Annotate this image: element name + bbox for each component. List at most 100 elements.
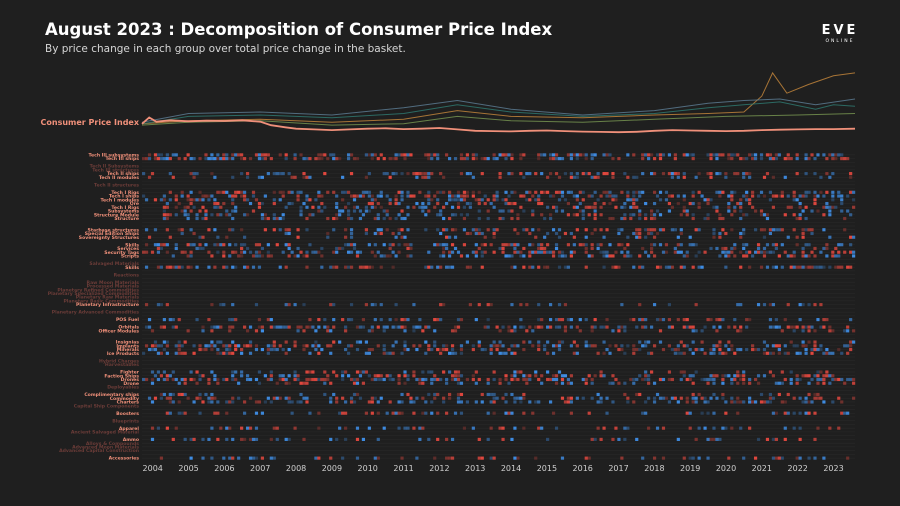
heat-cell (721, 228, 725, 232)
heat-cell (210, 303, 214, 307)
heat-cell (210, 172, 214, 176)
heat-cell (489, 344, 493, 348)
heat-cell (266, 344, 270, 348)
heat-cell (225, 344, 229, 348)
heat-cell (142, 172, 146, 176)
heat-cell (308, 157, 312, 161)
heat-cell (456, 400, 461, 404)
heat-cell (248, 437, 253, 441)
heat-cell (338, 246, 342, 251)
heat-cell (477, 437, 481, 441)
heat-cell (742, 175, 746, 179)
heat-cell (507, 209, 511, 213)
heat-cell (498, 381, 502, 385)
heat-cell (783, 377, 787, 382)
heat-cell (210, 329, 214, 333)
heat-cell (679, 265, 683, 269)
heat-cell (762, 175, 767, 179)
heat-cell (742, 228, 746, 232)
heat-cell (207, 377, 211, 382)
heat-cell (358, 250, 363, 254)
heat-cell (620, 228, 624, 232)
heat-cell (566, 377, 570, 382)
heat-cell (578, 243, 582, 247)
heat-cell (546, 370, 550, 374)
heat-cell (456, 392, 461, 397)
heat-cell (774, 318, 778, 322)
heat-cell (424, 377, 428, 382)
heat-cell (231, 194, 235, 198)
heat-cell (308, 325, 312, 329)
heat-cell (150, 347, 155, 352)
heat-cell (560, 254, 565, 258)
heat-cell (801, 340, 805, 344)
heat-cell (667, 201, 672, 206)
heat-cell (453, 198, 458, 202)
heat-cell (849, 347, 853, 352)
heat-cell (397, 213, 401, 217)
heat-cell (724, 400, 728, 404)
heat-cell (183, 205, 187, 209)
heat-cell (715, 246, 719, 251)
heat-cell (168, 198, 172, 202)
heat-cell (587, 411, 591, 415)
heat-cell (272, 172, 276, 176)
heat-cell (537, 250, 541, 254)
heat-cell (507, 194, 511, 198)
heat-cell (174, 344, 178, 348)
heat-cell (430, 381, 434, 385)
heat-cell (480, 347, 484, 352)
heat-cell (180, 411, 184, 415)
heat-cell (394, 325, 398, 329)
heat-cell (171, 325, 175, 329)
heat-cell (442, 246, 446, 251)
heat-cell (572, 205, 576, 209)
heat-cell (792, 190, 796, 194)
heat-cell (736, 329, 740, 333)
heat-cell (658, 396, 663, 400)
heat-cell (243, 235, 247, 239)
heat-cell (453, 351, 458, 355)
heat-cell (590, 194, 594, 198)
heat-cell (192, 344, 196, 348)
heat-cell (462, 228, 467, 232)
heat-cell (373, 198, 377, 202)
heat-cell (305, 254, 309, 258)
heat-cell (361, 194, 366, 198)
heat-cell (709, 172, 713, 176)
heat-cell (712, 351, 716, 355)
heat-cell (198, 209, 202, 213)
heat-cell (504, 157, 508, 161)
heat-cell (144, 243, 149, 247)
heat-cell (745, 172, 749, 176)
heat-cell (801, 231, 805, 236)
heat-cell (531, 209, 535, 213)
heat-cell (406, 254, 410, 258)
heat-cell (575, 153, 579, 157)
heat-cell (219, 243, 223, 247)
heat-cell (816, 370, 820, 374)
heat-cell (581, 209, 585, 213)
heat-cell (712, 381, 716, 385)
heat-cell (495, 344, 499, 348)
heat-cell (260, 157, 264, 161)
heat-cell (834, 246, 838, 251)
heat-cell (557, 228, 562, 232)
heat-cell (795, 344, 799, 348)
heat-cell (394, 235, 398, 239)
heat-cell (480, 250, 484, 254)
heat-cell (281, 216, 285, 221)
heat-cell (257, 153, 262, 157)
heat-cell (626, 344, 630, 348)
heat-cell (792, 329, 796, 333)
heat-cell (774, 194, 778, 198)
row-label: Planetary Infrastructure (76, 302, 139, 308)
heat-cell (733, 243, 737, 247)
heat-cell (480, 157, 484, 161)
heat-cell (780, 190, 784, 194)
heat-cell (269, 344, 273, 348)
heat-cell (207, 198, 211, 202)
heat-cell (415, 172, 419, 176)
heat-cell (599, 437, 603, 441)
heat-cell (153, 340, 158, 344)
